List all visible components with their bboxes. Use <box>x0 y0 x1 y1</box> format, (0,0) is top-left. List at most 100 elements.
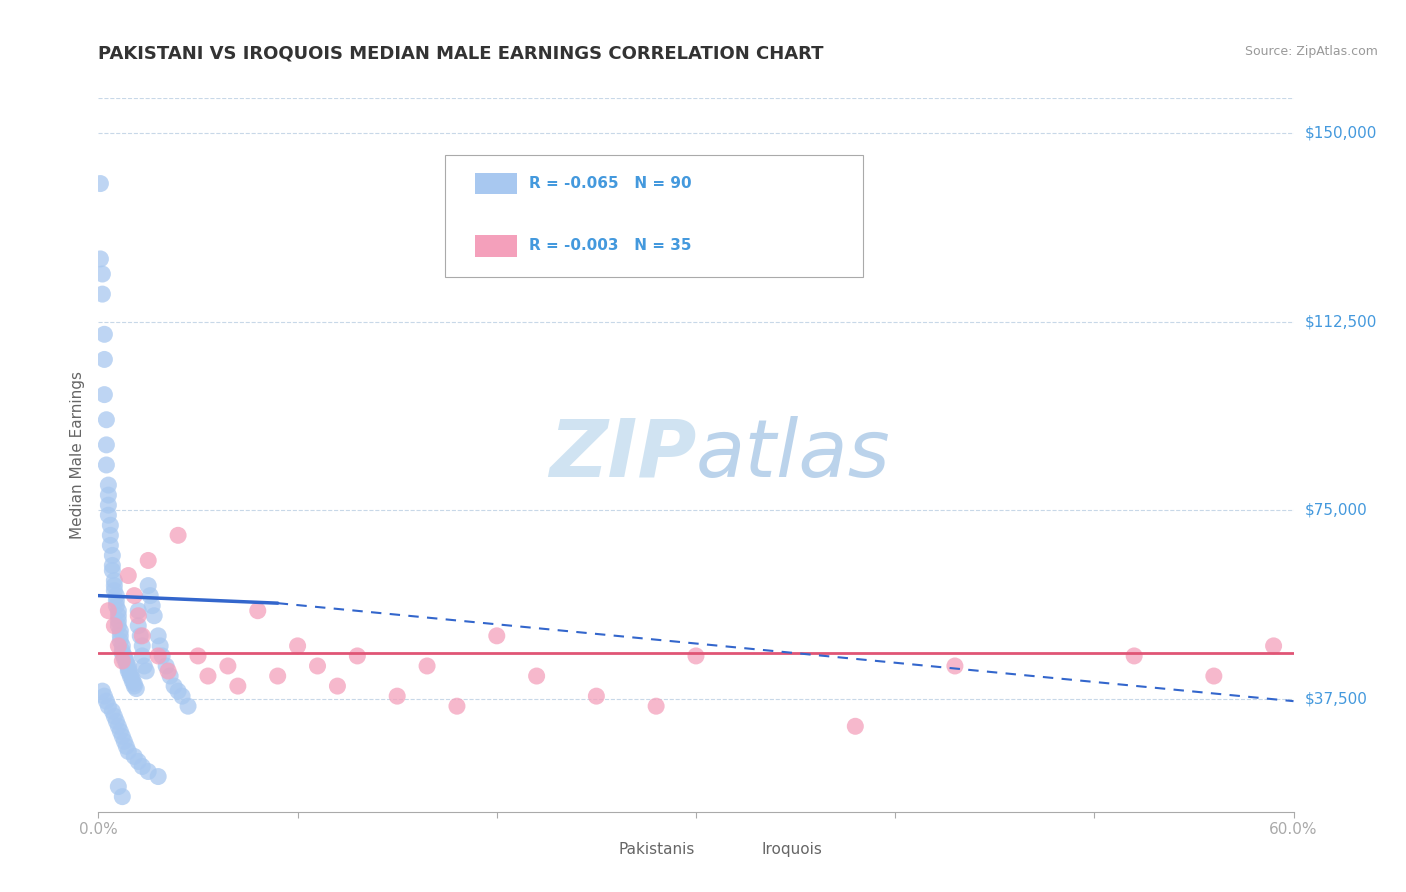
Point <box>148 648 170 663</box>
Point <box>111 789 134 804</box>
Point <box>287 639 309 653</box>
Point <box>97 498 120 512</box>
Point <box>416 659 439 673</box>
Point <box>97 604 120 618</box>
Point <box>155 659 177 673</box>
Point <box>446 699 468 714</box>
Point <box>107 719 129 733</box>
Point <box>96 438 118 452</box>
Point <box>103 578 125 592</box>
Point <box>110 633 132 648</box>
Point <box>117 659 139 673</box>
Point <box>93 327 115 342</box>
Point <box>121 674 143 689</box>
Point <box>91 287 114 301</box>
Point <box>103 709 125 723</box>
Point <box>105 714 128 729</box>
FancyBboxPatch shape <box>576 840 613 858</box>
Point <box>149 639 172 653</box>
Point <box>111 644 134 658</box>
Point <box>385 689 409 703</box>
Point <box>136 578 159 592</box>
Text: Source: ZipAtlas.com: Source: ZipAtlas.com <box>1244 45 1378 58</box>
Point <box>101 564 124 578</box>
Text: R = -0.065   N = 90: R = -0.065 N = 90 <box>529 177 692 191</box>
Point <box>89 177 111 191</box>
Point <box>326 679 349 693</box>
Point <box>117 744 139 758</box>
Point <box>167 528 190 542</box>
Point <box>107 619 129 633</box>
Point <box>111 729 134 743</box>
Point <box>121 672 143 686</box>
Point <box>129 629 152 643</box>
Point <box>105 593 128 607</box>
Point <box>120 666 142 681</box>
Point <box>111 654 134 668</box>
Point <box>226 679 249 693</box>
Point <box>131 759 153 773</box>
Text: Pakistanis: Pakistanis <box>619 842 695 857</box>
FancyBboxPatch shape <box>475 173 517 194</box>
Point <box>131 648 153 663</box>
Text: atlas: atlas <box>696 416 891 494</box>
Point <box>159 669 181 683</box>
Point <box>177 699 200 714</box>
Point <box>117 568 139 582</box>
Point <box>117 664 139 678</box>
Point <box>585 689 607 703</box>
Point <box>91 267 114 281</box>
Point <box>91 684 114 698</box>
Text: R = -0.003   N = 35: R = -0.003 N = 35 <box>529 238 692 253</box>
FancyBboxPatch shape <box>475 235 517 257</box>
Point <box>105 599 128 613</box>
Point <box>143 608 166 623</box>
Point <box>96 458 118 472</box>
Point <box>134 659 156 673</box>
Point <box>120 669 142 683</box>
Point <box>645 699 668 714</box>
Point <box>96 413 118 427</box>
Point <box>131 629 153 643</box>
Point <box>103 574 125 588</box>
Point <box>141 599 163 613</box>
Point <box>110 624 132 638</box>
Point <box>163 679 186 693</box>
Point <box>93 352 115 367</box>
Point <box>124 679 146 693</box>
FancyBboxPatch shape <box>720 840 756 858</box>
Point <box>125 681 148 696</box>
Point <box>115 654 138 668</box>
Point <box>267 669 290 683</box>
Point <box>217 659 239 673</box>
Point <box>1202 669 1225 683</box>
Point <box>107 639 129 653</box>
Point <box>127 755 149 769</box>
Point <box>111 647 134 661</box>
Point <box>136 553 159 567</box>
Point <box>112 734 135 748</box>
Point <box>136 764 159 779</box>
Point <box>127 608 149 623</box>
Point <box>98 528 122 542</box>
Point <box>93 387 115 401</box>
Point <box>107 780 129 794</box>
Text: $37,500: $37,500 <box>1305 691 1368 706</box>
Point <box>172 689 194 703</box>
Point <box>124 749 146 764</box>
Point <box>107 604 129 618</box>
Point <box>112 651 135 665</box>
Point <box>685 648 707 663</box>
Text: PAKISTANI VS IROQUOIS MEDIAN MALE EARNINGS CORRELATION CHART: PAKISTANI VS IROQUOIS MEDIAN MALE EARNIN… <box>98 45 824 62</box>
Point <box>101 704 124 718</box>
Text: $150,000: $150,000 <box>1305 126 1376 141</box>
Point <box>101 558 124 573</box>
Point <box>131 639 153 653</box>
Point <box>148 770 170 784</box>
Point <box>97 508 120 523</box>
Text: $75,000: $75,000 <box>1305 503 1368 517</box>
Point <box>197 669 219 683</box>
Point <box>157 664 180 678</box>
Point <box>89 252 111 266</box>
Point <box>103 619 125 633</box>
